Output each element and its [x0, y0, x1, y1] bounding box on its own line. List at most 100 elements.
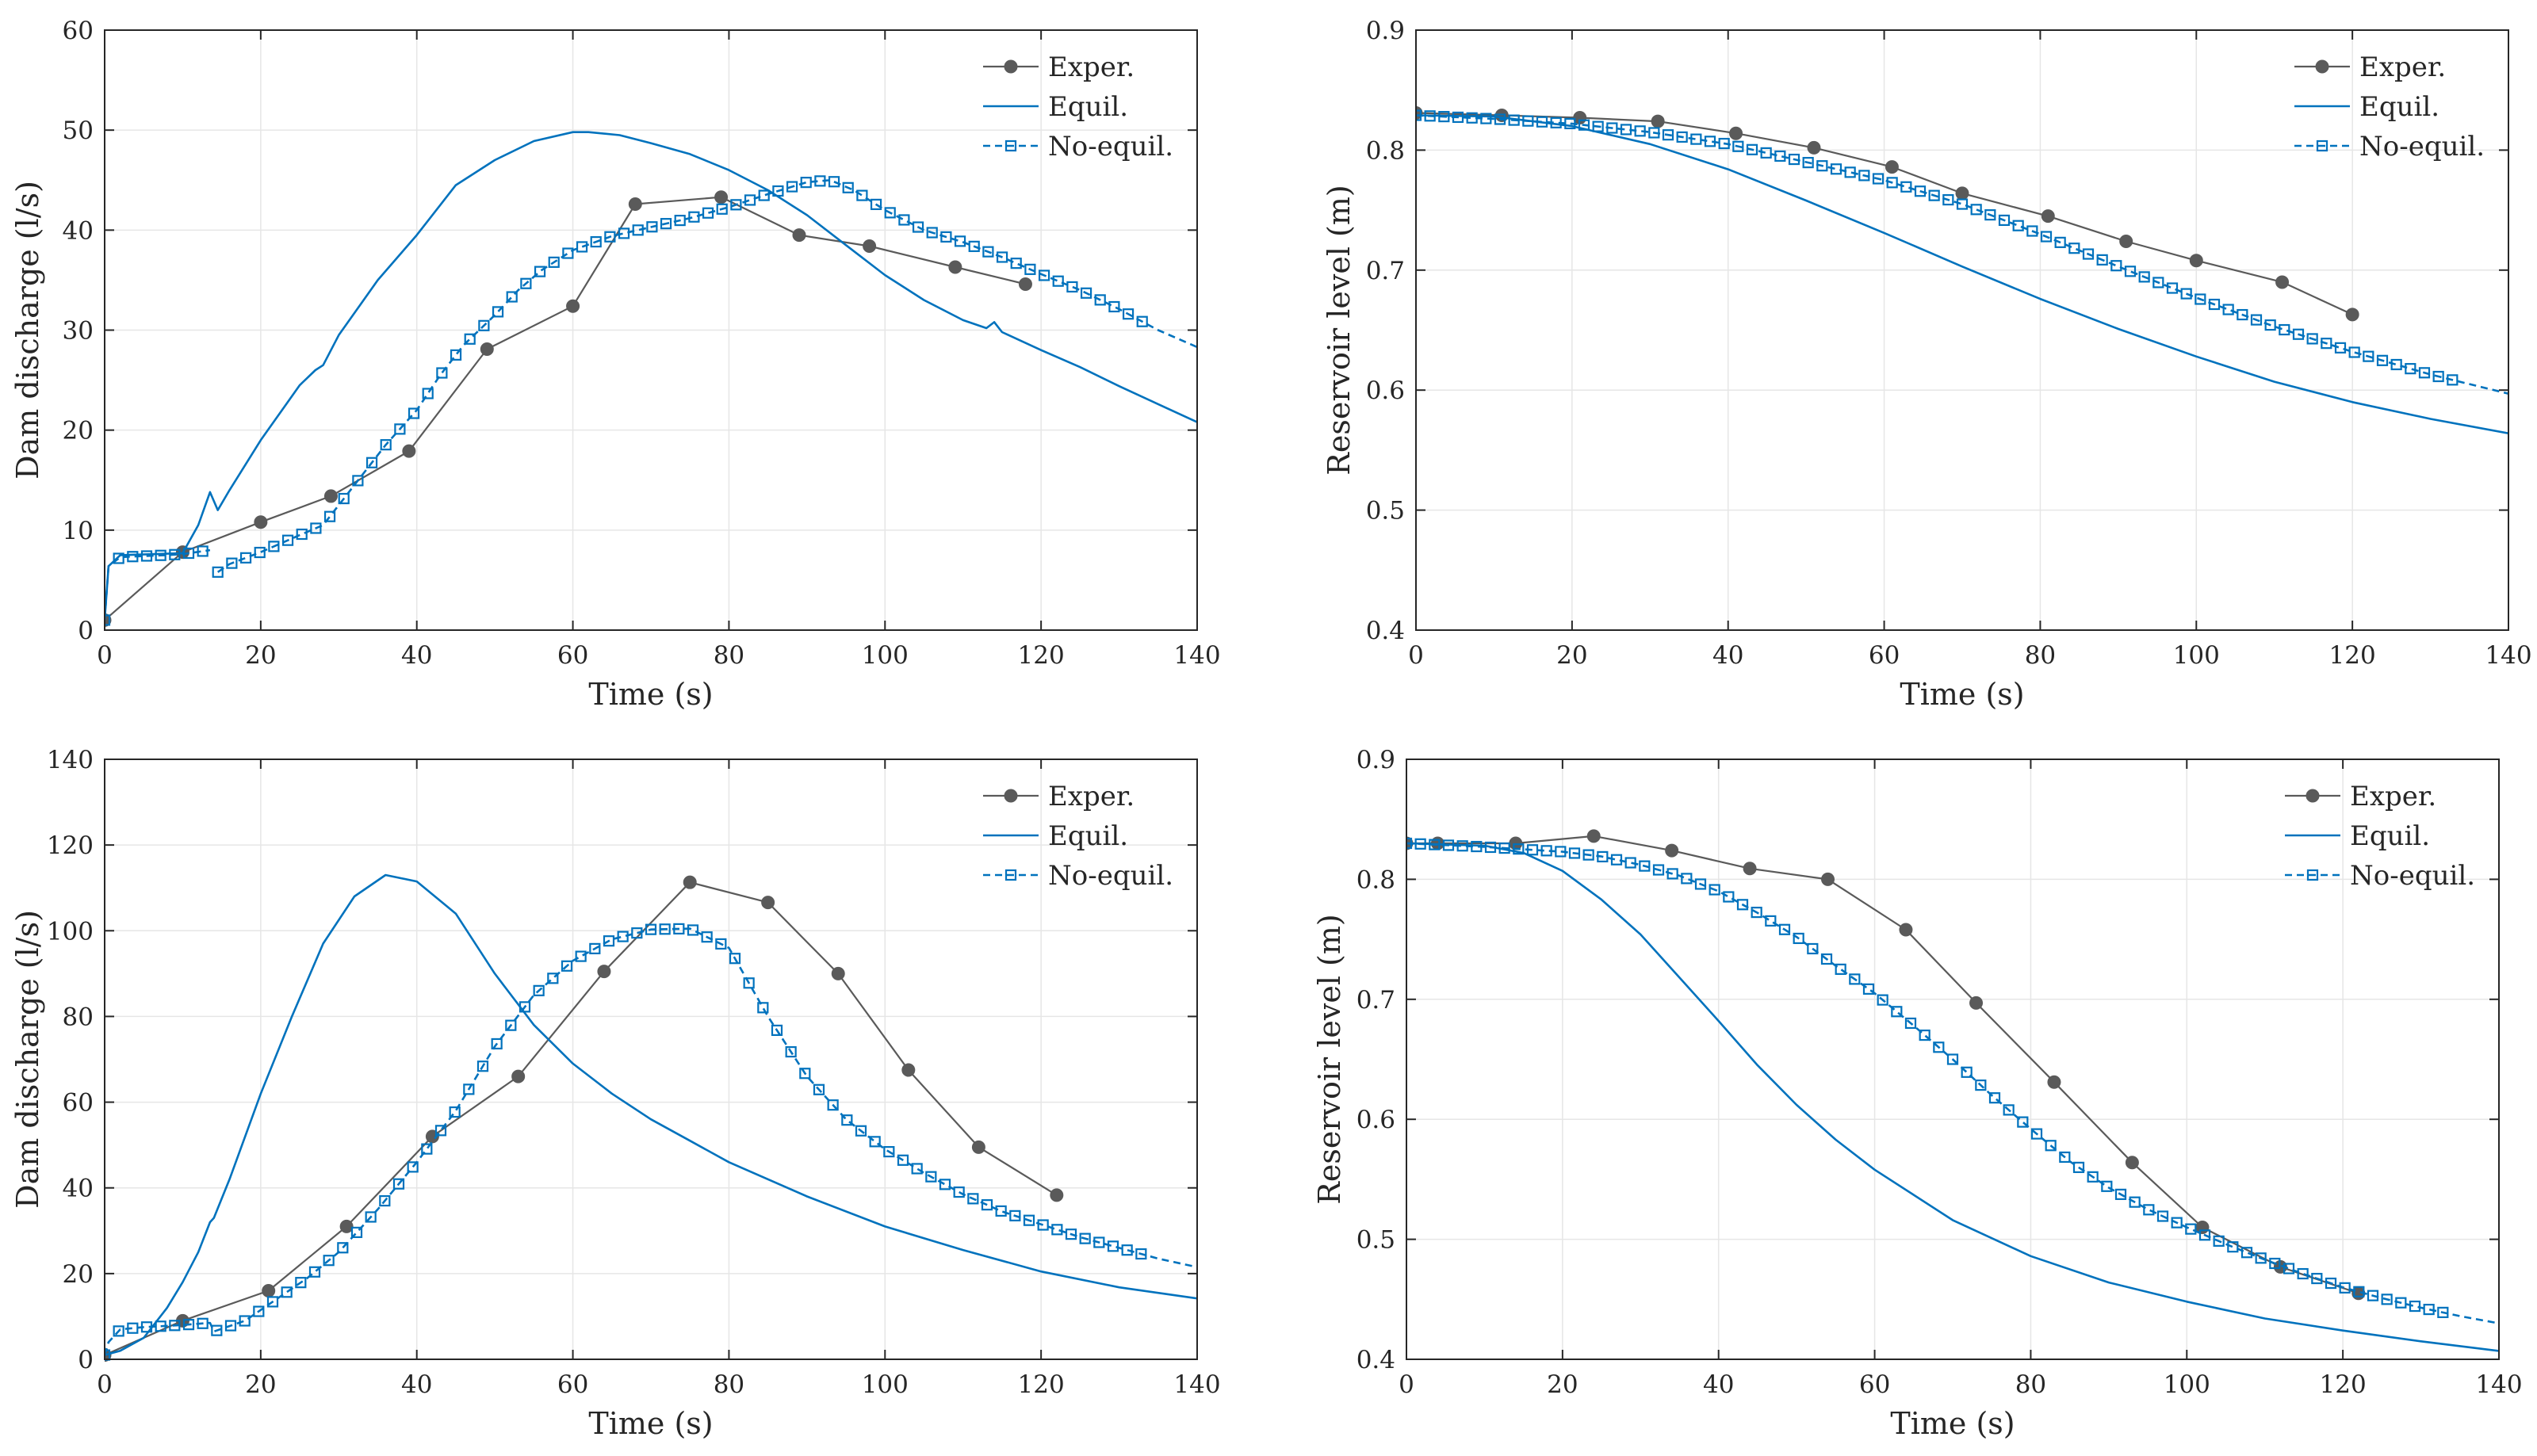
- series-no-equil-marker: [659, 923, 671, 935]
- series-no-equil-marker: [786, 181, 798, 193]
- series-no-equil-marker: [603, 935, 615, 947]
- series-no-equil-marker: [105, 614, 111, 626]
- series-exper-point: [254, 515, 268, 529]
- y-tick-label: 60: [63, 17, 94, 45]
- series-no-equil-marker: [939, 1179, 951, 1190]
- series-no-equil-marker: [618, 227, 630, 239]
- series-no-equil-marker: [1424, 110, 1436, 122]
- series-exper-point: [597, 965, 611, 979]
- legend-equil-label: Equil.: [1048, 820, 1128, 852]
- series-no-equil-marker: [2156, 1210, 2169, 1222]
- series-no-equil-marker: [182, 547, 195, 560]
- series-no-equil-marker: [884, 207, 896, 219]
- series-no-equil-marker: [1872, 173, 1885, 185]
- series-no-equil-marker: [1466, 112, 1478, 124]
- series-no-equil-marker: [1709, 884, 1720, 896]
- series-no-equil-marker: [729, 953, 741, 965]
- axes-box: [1415, 29, 2509, 631]
- series-no-equil-marker: [2367, 1290, 2379, 1301]
- series-no-equil-marker: [841, 1114, 853, 1126]
- series-no-equil-marker: [1610, 854, 1623, 866]
- series-no-equil-marker: [842, 182, 854, 193]
- x-tick-label: 80: [714, 1370, 744, 1399]
- series-no-equil-marker: [253, 1305, 265, 1317]
- series-exper-point: [1509, 836, 1523, 850]
- series-no-equil-marker: [2068, 243, 2080, 254]
- series-no-equil-marker: [105, 1349, 111, 1361]
- series-no-equil-marker: [2040, 231, 2053, 243]
- chart-bottom-left: 0 20 40 60 80 100 120 140 0 20 40 60 80 100 120 140 Time…: [10, 746, 1221, 1441]
- series-exper-point: [1969, 996, 1984, 1010]
- series-no-equil-marker: [617, 931, 629, 942]
- x-tick-label: 80: [2025, 641, 2056, 670]
- series-exper-point: [761, 896, 775, 910]
- y-tick-label: 50: [63, 117, 94, 145]
- legend-no-equil-marker: [2316, 139, 2328, 152]
- series-no-equil-marker: [281, 1286, 293, 1298]
- series-no-equil-marker: [673, 923, 685, 934]
- series-no-equil-marker: [631, 927, 643, 939]
- series-no-equil-marker: [2059, 1151, 2071, 1164]
- series-no-equil-marker: [2012, 220, 2024, 231]
- legend: Exper. Equil. No-equil.: [2294, 52, 2485, 162]
- series-no-equil-marker: [533, 984, 545, 996]
- series-no-equil-marker: [2311, 1272, 2323, 1285]
- series-no-equil-marker: [562, 247, 574, 259]
- series-no-equil-marker: [1760, 147, 1772, 159]
- series-no-equil-marker: [2171, 1217, 2183, 1229]
- series-no-equil-marker: [897, 1154, 909, 1166]
- series-no-equil-marker: [2227, 1241, 2239, 1253]
- legend-no-equil-marker: [2306, 869, 2319, 881]
- series-no-equil-marker: [926, 227, 938, 239]
- x-tick-label: 60: [557, 1370, 588, 1399]
- series-exper-point: [1050, 1188, 1064, 1202]
- x-tick-label: 0: [1399, 1370, 1414, 1399]
- series-no-equil-marker: [870, 198, 882, 211]
- series-no-equil-marker: [1494, 113, 1506, 125]
- series-group: [1416, 105, 2508, 434]
- series-no-equil-marker: [954, 235, 966, 247]
- series-no-equil-marker: [2269, 1257, 2281, 1270]
- x-tick-label: 20: [245, 641, 276, 670]
- series-no-equil-marker: [2072, 1161, 2085, 1173]
- series-no-equil-marker: [827, 1099, 839, 1111]
- series-exper-point: [1899, 923, 1913, 937]
- series-no-equil-marker: [296, 528, 308, 541]
- series-no-equil-marker: [1765, 915, 1777, 927]
- series-no-equil-marker: [771, 1024, 783, 1036]
- x-tick-label: 80: [714, 641, 744, 670]
- axes-box: [1406, 759, 2500, 1360]
- x-tick-label: 20: [245, 1370, 276, 1399]
- plot-area: [1416, 30, 2508, 630]
- series-no-equil-marker: [1862, 983, 1875, 995]
- series-no-equil-marker: [883, 1146, 895, 1158]
- series-no-equil-marker: [813, 1083, 825, 1095]
- series-no-equil-marker: [772, 185, 784, 197]
- series-no-equil-marker: [2353, 1286, 2365, 1297]
- series-no-equil-marker: [1662, 129, 1674, 141]
- series-no-equil-marker: [1498, 842, 1510, 854]
- legend-no-equil-label: No-equil.: [1048, 860, 1173, 892]
- legend-exper-marker: [2305, 789, 2320, 803]
- legend-exper-label: Exper.: [2350, 781, 2436, 812]
- series-no-equil-marker: [1414, 838, 1426, 850]
- series-no-equil-marker: [1723, 891, 1735, 903]
- x-tick-label: 100: [2164, 1370, 2210, 1399]
- series-no-equil-marker: [1023, 1214, 1035, 1226]
- series-no-equil-marker: [758, 189, 770, 201]
- x-axis-label: Time (s): [588, 1406, 713, 1441]
- series-no-equil-marker: [2348, 346, 2360, 358]
- x-tick-label: 20: [1547, 1370, 1578, 1399]
- series-no-equil-marker: [2432, 370, 2444, 383]
- series-no-equil-line: [216, 179, 1197, 573]
- series-no-equil-marker: [1858, 170, 1870, 182]
- series-exper-point: [2119, 234, 2133, 248]
- series-no-equil-marker: [674, 214, 686, 227]
- series-no-equil-marker: [407, 1161, 419, 1173]
- series-no-equil-marker: [716, 203, 728, 215]
- x-tick-label: 140: [2485, 641, 2531, 670]
- series-no-equil-marker: [2334, 342, 2347, 353]
- series-no-equil-marker: [1778, 923, 1791, 935]
- series-no-equil-marker: [1606, 122, 1618, 134]
